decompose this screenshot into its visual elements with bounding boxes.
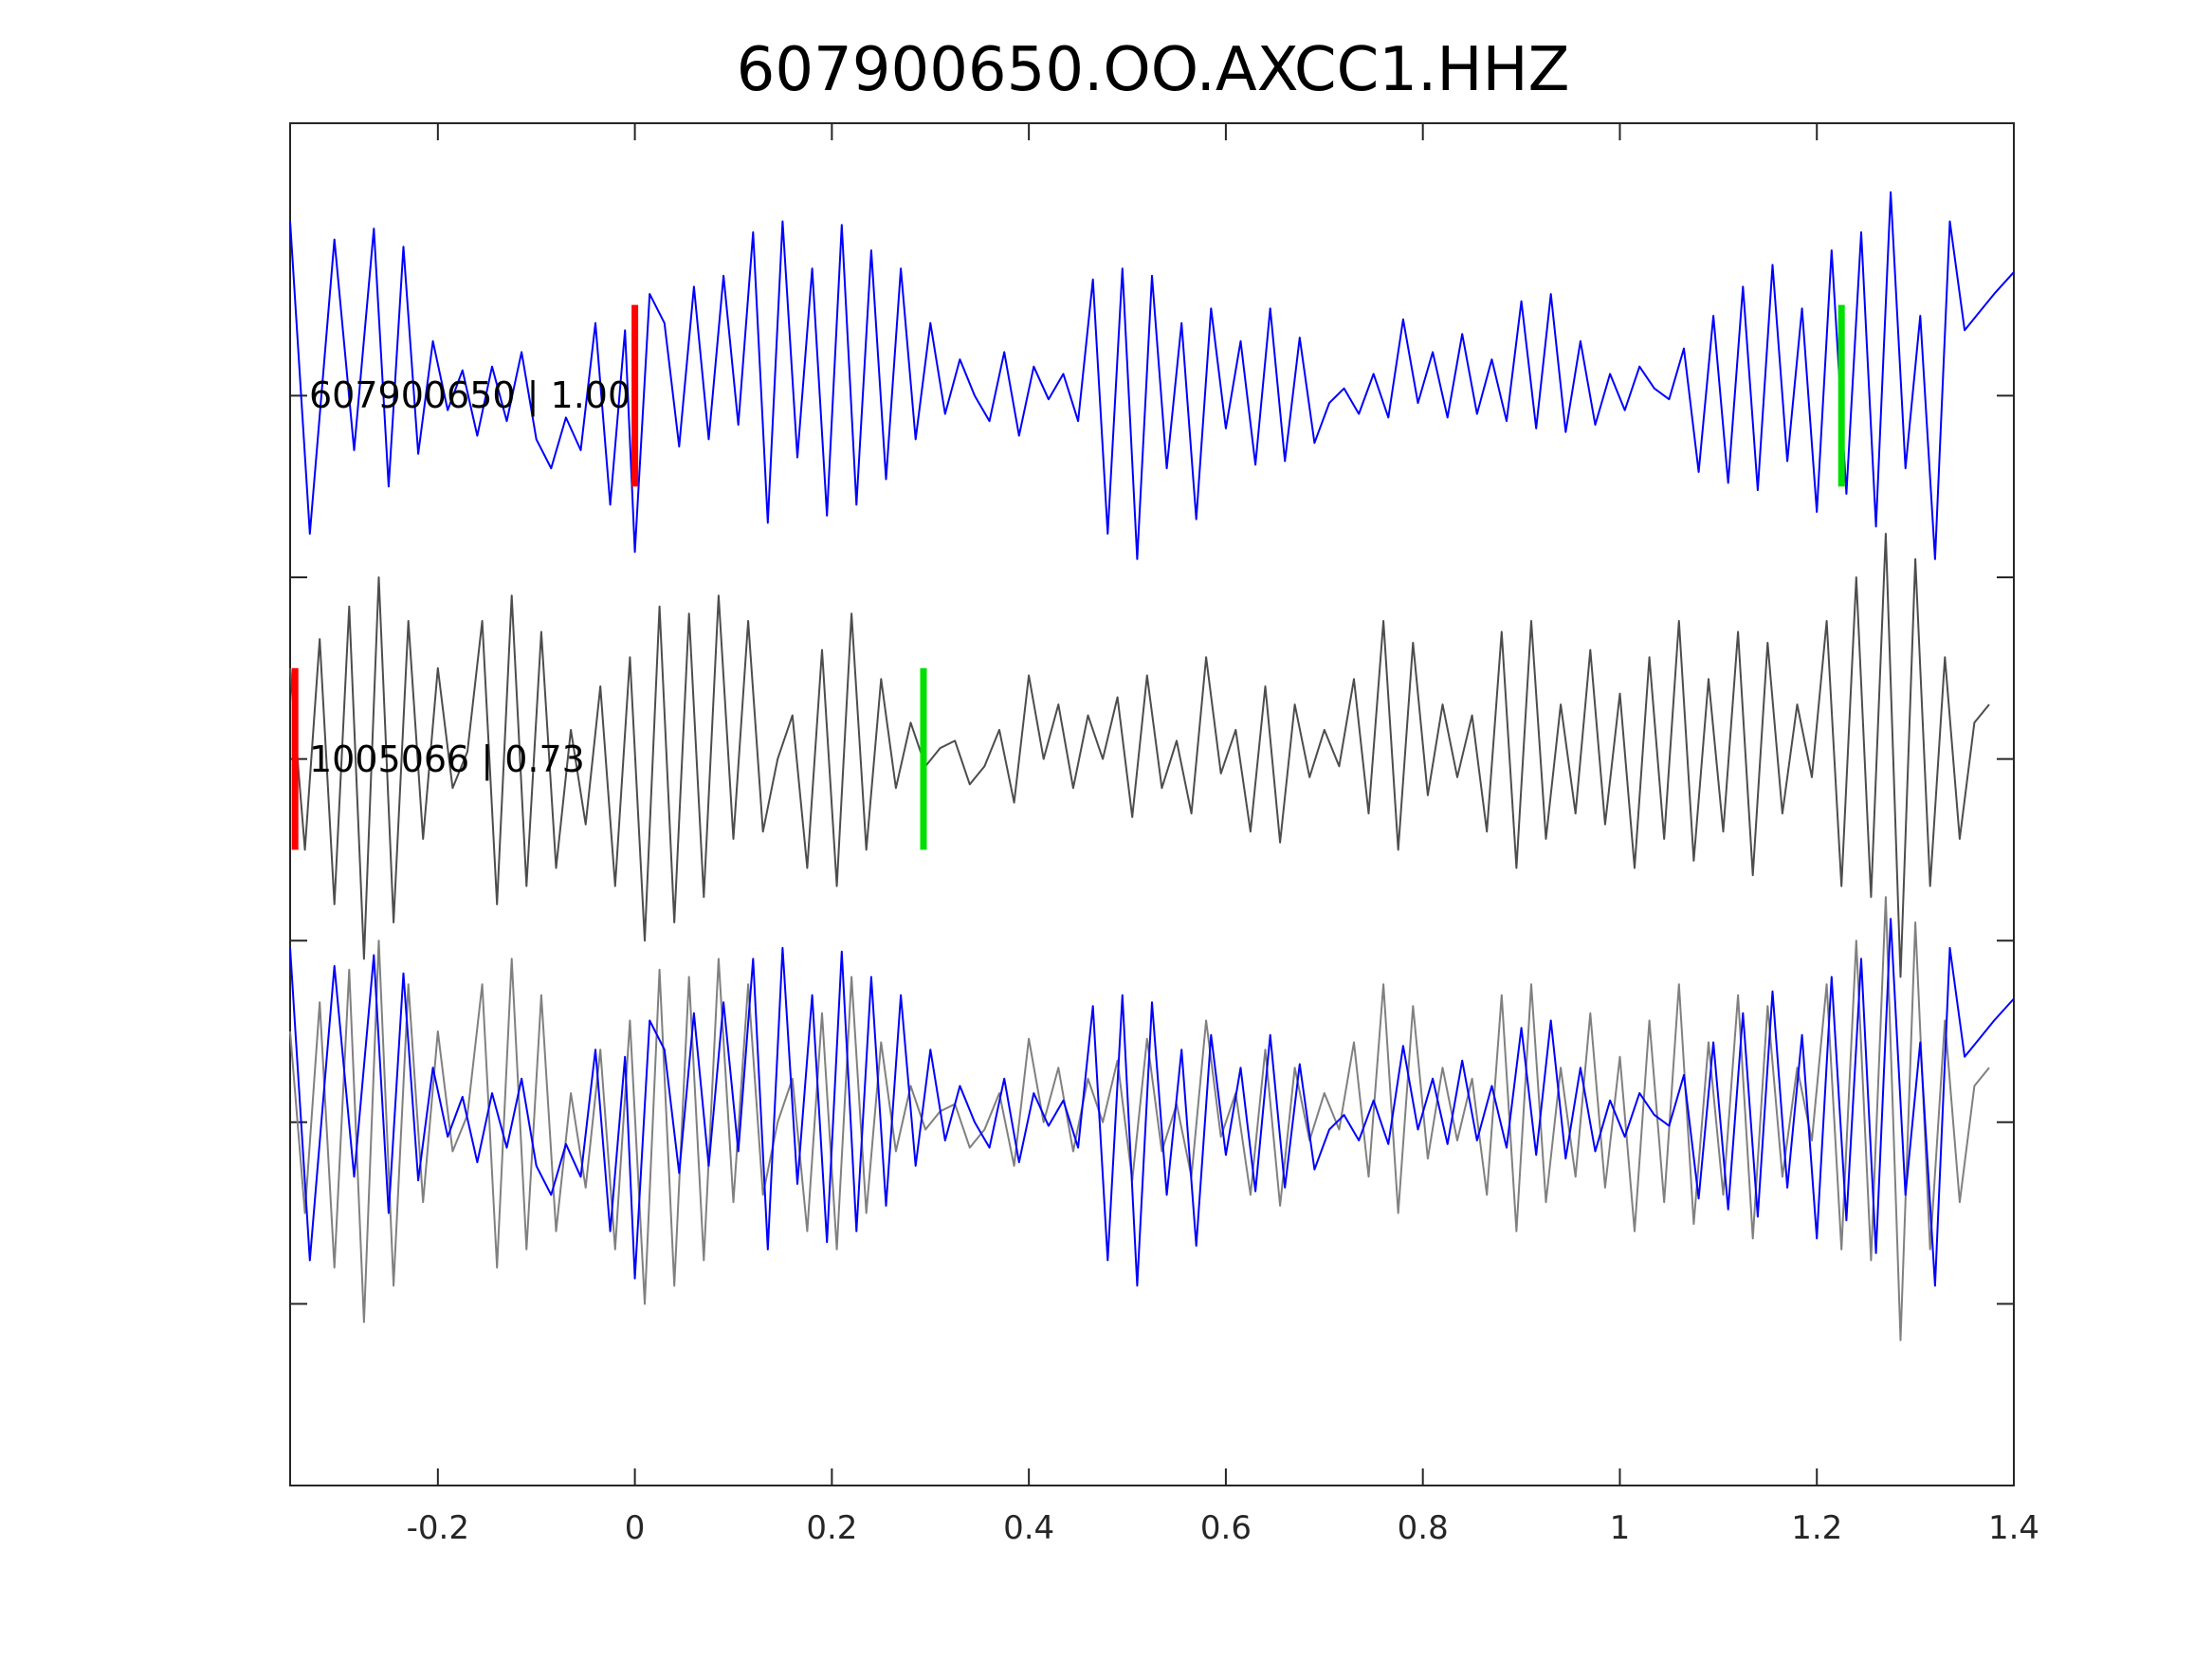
x-tick-label: 0.8 <box>1398 1509 1449 1547</box>
x-axis-ticks: -0.2 0 0.2 0.4 0.6 0.8 1 1.2 1.4 <box>407 123 2039 1547</box>
axes-box <box>289 122 2015 1486</box>
waveform-traces <box>289 191 2015 1341</box>
overlay-template-line <box>289 918 2015 1287</box>
x-tick-label: 0.6 <box>1200 1509 1252 1547</box>
trace-labels: 607900650 | 1.00 1005066 | 0.73 <box>309 374 631 781</box>
phase-picks <box>291 304 1845 850</box>
chart-title: 607900650.OO.AXCC1.HHZ <box>737 35 1570 105</box>
plot-area: -0.2 0 0.2 0.4 0.6 0.8 1 1.2 1.4 607900650 | 1.0… <box>289 122 2039 1547</box>
overlay-match-line <box>289 896 1990 1341</box>
template-trace-line <box>289 191 2015 560</box>
x-tick-label: -0.2 <box>407 1509 469 1547</box>
x-tick-label: 0 <box>625 1509 646 1547</box>
y-axis-ticks <box>290 394 2014 1305</box>
x-tick-label: 0.2 <box>806 1509 857 1547</box>
x-tick-label: 0.4 <box>1003 1509 1054 1547</box>
template-trace-label: 607900650 | 1.00 <box>309 374 631 417</box>
x-tick-label: 1.4 <box>1988 1509 2039 1547</box>
x-tick-label: 1 <box>1610 1509 1631 1547</box>
x-tick-label: 1.2 <box>1791 1509 1842 1547</box>
match-trace-label: 1005066 | 0.73 <box>309 738 585 781</box>
match-trace-line <box>289 533 1990 978</box>
